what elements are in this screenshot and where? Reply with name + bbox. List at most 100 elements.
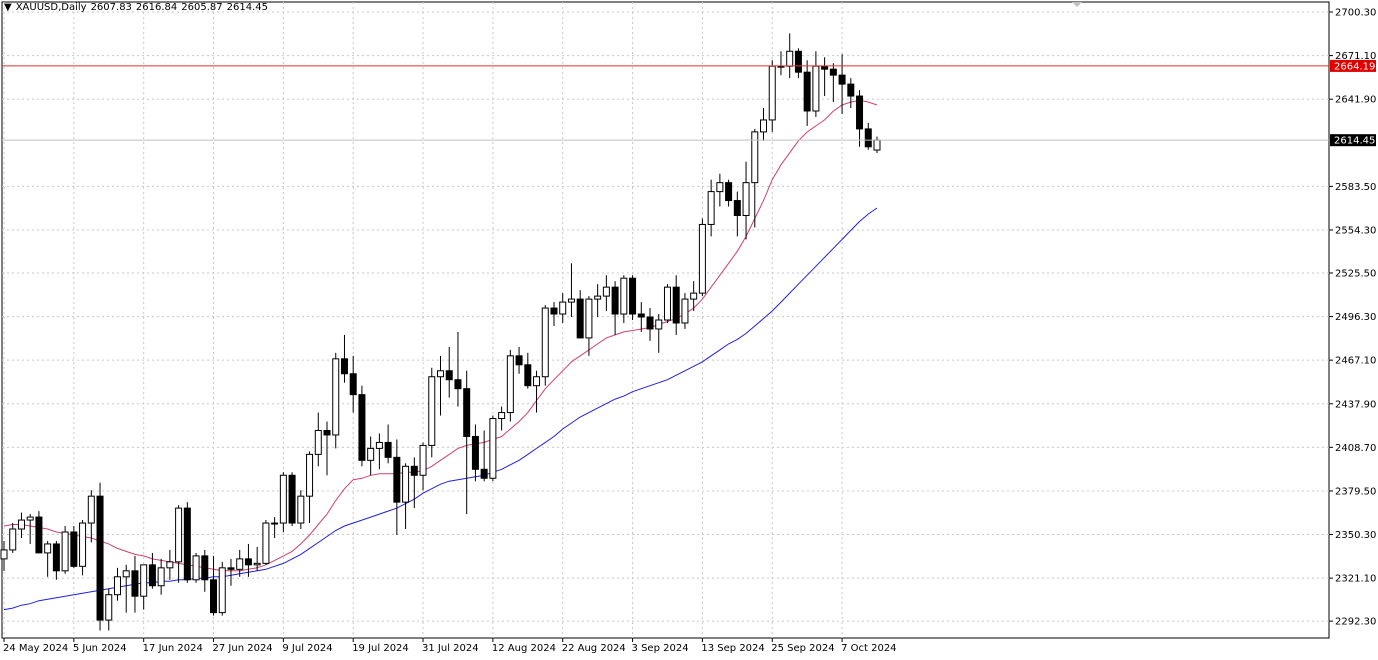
candle-body — [515, 355, 523, 366]
candle — [524, 352, 532, 389]
candle — [175, 505, 183, 583]
candle-body — [262, 522, 270, 564]
ma-fast-line — [3, 99, 878, 572]
x-tick-label: 25 Sep 2024 — [771, 643, 834, 654]
candle — [297, 490, 305, 530]
candle — [751, 128, 759, 228]
candle — [393, 439, 401, 535]
candle — [821, 57, 829, 97]
y-tick-label: 2671.10 — [1335, 51, 1376, 62]
candle — [864, 122, 872, 150]
candle — [87, 490, 95, 543]
candle — [681, 293, 689, 329]
y-tick-label: 2554.30 — [1335, 225, 1376, 236]
candle — [96, 482, 104, 631]
candle-body — [786, 50, 794, 67]
candle-body — [26, 516, 34, 521]
candle — [271, 517, 279, 538]
candle-body — [463, 388, 471, 437]
candle-body — [585, 298, 593, 339]
candle — [105, 588, 113, 631]
x-tick-label: 12 Aug 2024 — [492, 643, 556, 654]
candle-body — [17, 519, 25, 530]
candle — [183, 502, 191, 583]
candle — [262, 520, 270, 565]
x-tick-label: 9 Jul 2024 — [282, 643, 332, 654]
candle — [288, 472, 296, 527]
y-tick-label: 2496.30 — [1335, 312, 1376, 323]
x-tick-label: 3 Sep 2024 — [632, 643, 689, 654]
candle — [201, 549, 209, 592]
candle-body — [375, 441, 383, 449]
candle — [567, 263, 575, 318]
candle-body — [672, 286, 680, 324]
candle-body — [201, 555, 209, 581]
candle-body — [760, 119, 768, 133]
y-tick-label: 2350.30 — [1335, 530, 1376, 541]
y-tick-label: 2641.90 — [1335, 95, 1376, 106]
candle-body — [271, 522, 279, 525]
candle — [515, 346, 523, 374]
level-price-tag — [1330, 59, 1376, 72]
candle-body — [0, 549, 8, 560]
candle — [655, 314, 663, 353]
y-tick-label: 2525.50 — [1335, 268, 1376, 279]
candle-body — [131, 570, 139, 597]
candle-body — [175, 507, 183, 563]
triangle-down-icon[interactable]: ▼ — [4, 2, 12, 13]
candle — [454, 331, 462, 407]
candle — [227, 558, 235, 586]
candle-body — [821, 65, 829, 70]
x-tick-label: 22 Aug 2024 — [562, 643, 626, 654]
time-axis: 24 May 2024 5 Jun 2024 17 Jun 2024 27 Jun 2… — [3, 2, 1082, 654]
candle — [358, 385, 366, 467]
candle — [690, 281, 698, 312]
candle — [489, 415, 497, 482]
candle-body — [856, 95, 864, 130]
candle-body — [140, 564, 148, 597]
x-tick-label: 27 Jun 2024 — [213, 643, 273, 654]
candle-body — [611, 286, 619, 315]
candle — [113, 567, 121, 601]
candle — [70, 526, 78, 568]
candle-body — [279, 474, 287, 524]
candle — [236, 549, 244, 577]
candle-body — [358, 394, 366, 461]
candle-body — [297, 495, 305, 524]
candle — [585, 296, 593, 356]
candle — [838, 54, 846, 114]
y-tick-label: 2379.50 — [1335, 486, 1376, 497]
candle-body — [742, 182, 750, 216]
candle-body — [349, 373, 357, 396]
candle — [349, 355, 357, 413]
candle — [716, 173, 724, 207]
candle-body — [384, 441, 392, 458]
candle — [52, 540, 60, 580]
candle-body — [533, 376, 541, 387]
candle — [471, 424, 479, 482]
candle — [340, 334, 348, 383]
candle-body — [594, 295, 602, 300]
candle — [437, 355, 444, 416]
candle — [419, 442, 427, 491]
candle — [148, 552, 156, 589]
candle — [742, 161, 750, 240]
candle — [375, 433, 383, 470]
candle — [445, 346, 453, 398]
candle — [210, 555, 218, 616]
candle — [26, 514, 34, 544]
y-tick-label: 2321.10 — [1335, 574, 1376, 585]
candle-body — [733, 200, 741, 216]
candle-body — [306, 453, 314, 497]
candle — [0, 540, 8, 571]
y-tick-label: 2408.70 — [1335, 443, 1376, 454]
candle-body — [79, 522, 87, 567]
candle — [140, 564, 148, 610]
price-lines — [2, 65, 1329, 141]
candle — [218, 561, 226, 616]
x-tick-label: 17 Jun 2024 — [143, 643, 203, 654]
candle — [314, 412, 322, 467]
candle — [306, 451, 314, 524]
symbol-header: ▼ XAUUSD,Daily 2607.83 2616.84 2605.87 2… — [4, 2, 268, 13]
